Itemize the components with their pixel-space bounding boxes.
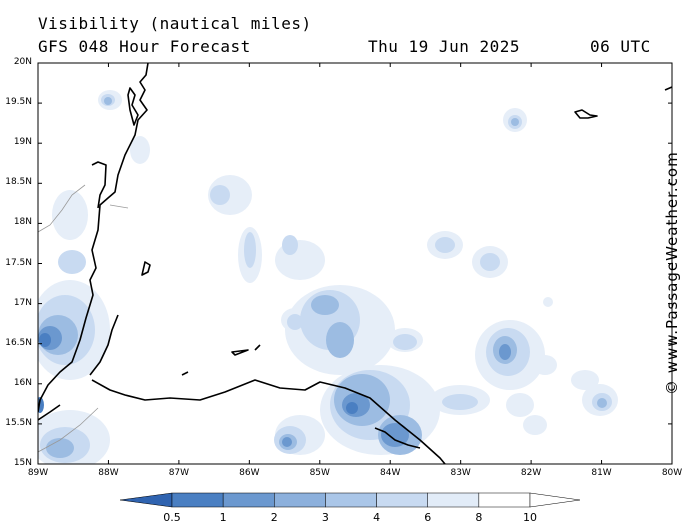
credit-watermark: © www.PassageWeather.com (663, 151, 681, 395)
longitude-label: 89W (27, 468, 49, 478)
latitude-label: 19.5N (5, 97, 32, 108)
latitude-label: 15N (13, 458, 32, 468)
legend-label: 2 (270, 511, 278, 524)
longitude-label: 84W (380, 468, 401, 478)
legend-arrow-high (529, 492, 581, 508)
legend-swatch (376, 492, 428, 508)
latitude-label: 17N (13, 297, 32, 308)
latitude-label: 16.5N (5, 337, 32, 348)
forecast-label: GFS 048 Hour Forecast (38, 37, 251, 56)
legend-swatch (171, 492, 224, 508)
longitude-label: 80W (661, 468, 683, 478)
forecast-date: Thu 19 Jun 2025 (368, 37, 520, 56)
legend-label: 4 (373, 511, 381, 524)
legend-label: 3 (321, 511, 329, 524)
legend-swatch (478, 492, 531, 508)
latitude-label: 15.5N (5, 417, 32, 428)
axis-ticks (37, 62, 673, 465)
legend-label: 8 (475, 511, 483, 524)
longitude-label: 86W (239, 468, 260, 478)
legend-label: 10 (523, 511, 537, 524)
longitude-label: 83W (450, 468, 471, 478)
latitude-label: 19N (13, 137, 32, 148)
latitude-label: 18N (13, 217, 32, 228)
latitude-label: 17.5N (5, 257, 32, 268)
longitude-label: 87W (168, 468, 190, 478)
legend-label: 6 (424, 511, 432, 524)
longitude-label: 82W (520, 468, 542, 478)
legend-label: 1 (219, 511, 227, 524)
latitude-label: 18.5N (5, 177, 32, 188)
legend-swatch (222, 492, 275, 508)
latitude-label: 16N (13, 377, 32, 388)
legend-label: 0.5 (163, 511, 181, 524)
longitude-label: 85W (309, 468, 330, 478)
legend-swatch (274, 492, 326, 508)
legend-arrow-low (119, 492, 173, 508)
longitude-label: 88W (98, 468, 119, 478)
map-title: Visibility (nautical miles) (38, 14, 312, 33)
latitude-label: 20N (13, 57, 32, 67)
longitude-label: 81W (591, 468, 612, 478)
legend-colorbar (119, 492, 581, 508)
forecast-time: 06 UTC (590, 37, 651, 56)
legend-swatch (427, 492, 480, 508)
legend-swatch (325, 492, 377, 508)
visibility-shading (38, 63, 672, 464)
